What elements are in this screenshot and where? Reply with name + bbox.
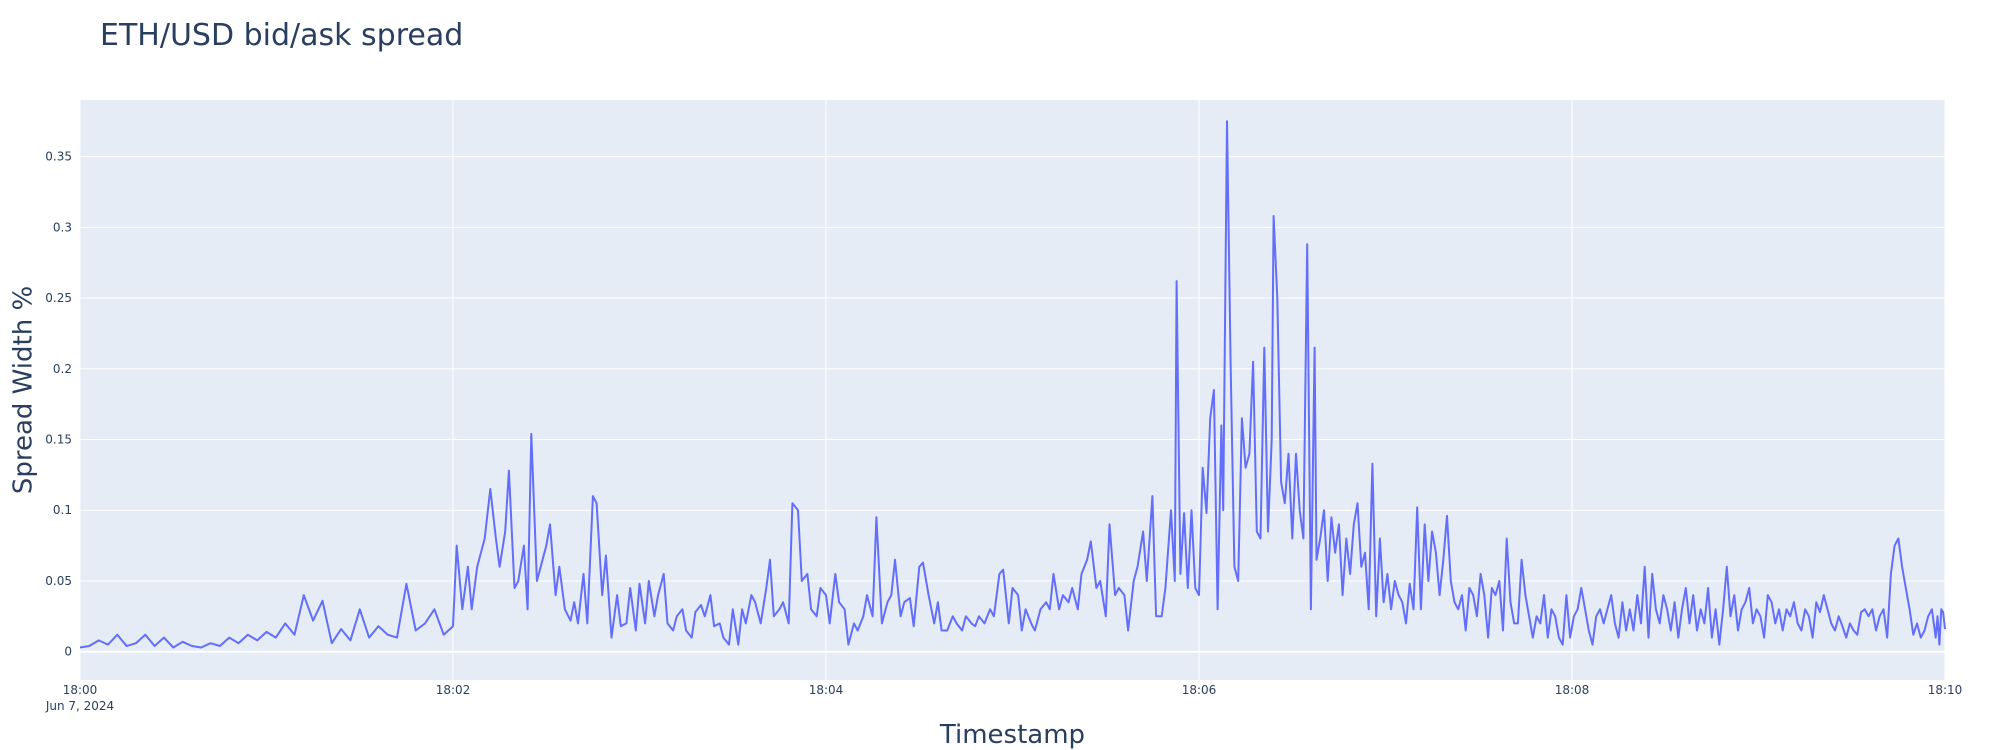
y-tick-label: 0.25	[45, 291, 72, 305]
y-tick-label: 0.2	[53, 362, 72, 376]
x-axis-title: Timestamp	[939, 720, 1085, 750]
x-tick-label: 18:10	[1928, 683, 1963, 697]
x-tick-label: 18:02	[436, 683, 471, 697]
tick-labels: 0 0.05 0.1 0.15 0.2 0.25 0.3 0.35 18:00 Jun 7, 20…	[45, 150, 1962, 713]
x-tick-label: 18:04	[809, 683, 844, 697]
y-tick-label: 0	[64, 645, 72, 659]
y-tick-label: 0.05	[45, 574, 72, 588]
plot-area	[80, 100, 1945, 680]
y-tick-label: 0.3	[53, 220, 72, 234]
grid	[79, 100, 1946, 680]
y-tick-label: 0.1	[53, 503, 72, 517]
y-tick-label: 0.15	[45, 433, 72, 447]
series-layer	[79, 120, 1946, 649]
series-line	[79, 120, 1946, 649]
y-axis-title: Spread Width %	[9, 286, 39, 494]
chart-title: ETH/USD bid/ask spread	[100, 18, 464, 53]
y-tick-label: 0.35	[45, 150, 72, 164]
x-tick-label: 18:06	[1182, 683, 1217, 697]
x-tick-label: 18:08	[1555, 683, 1590, 697]
x-tick-sublabel: Jun 7, 2024	[45, 699, 114, 713]
x-tick-label: 18:00	[63, 683, 98, 697]
